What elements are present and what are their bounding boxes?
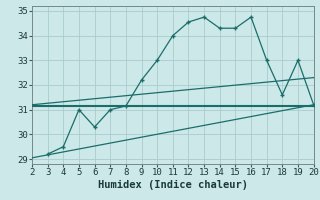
X-axis label: Humidex (Indice chaleur): Humidex (Indice chaleur): [98, 180, 248, 190]
